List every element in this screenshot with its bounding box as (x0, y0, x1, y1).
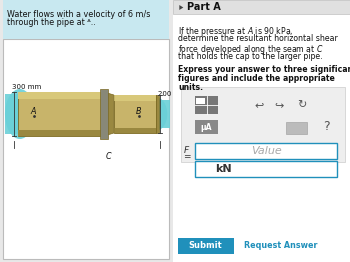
Bar (195, 161, 337, 177)
Bar (178, 238, 234, 254)
Text: 300 mm: 300 mm (12, 84, 41, 90)
Bar (148, 100, 170, 128)
Bar (181, 87, 345, 162)
Text: If the pressure at $\mathit{A}$ is 90 kPa,: If the pressure at $\mathit{A}$ is 90 kP… (178, 25, 294, 38)
Text: Part A: Part A (187, 3, 221, 13)
Text: determine the resultant horizontal shear: determine the resultant horizontal shear (178, 34, 338, 43)
Text: 200 mm: 200 mm (159, 91, 188, 97)
Bar (195, 96, 218, 114)
Bar (18, 92, 104, 99)
Text: C: C (106, 152, 112, 161)
Text: A: A (31, 107, 36, 117)
Text: Value: Value (251, 146, 281, 156)
Text: ↻: ↻ (297, 100, 306, 110)
Text: Water flows with a velocity of 6 m/s: Water flows with a velocity of 6 m/s (7, 10, 150, 19)
Text: $F$: $F$ (183, 144, 191, 155)
Bar (195, 120, 218, 134)
Bar (5, 94, 27, 134)
Text: Express your answer to three significant: Express your answer to three significant (178, 65, 350, 74)
Text: ?: ? (323, 121, 330, 134)
Bar (18, 92, 104, 136)
Polygon shape (179, 5, 183, 10)
Bar (196, 98, 204, 104)
Ellipse shape (5, 89, 35, 139)
Bar (286, 122, 307, 134)
Bar (3, 0, 169, 39)
Ellipse shape (146, 97, 167, 130)
Text: B: B (136, 107, 141, 117)
Text: Submit: Submit (189, 242, 223, 250)
Bar (18, 130, 104, 136)
Text: force developed along the seam at $\mathit{C}$: force developed along the seam at $\math… (178, 43, 324, 56)
Text: figures and include the appropriate: figures and include the appropriate (178, 74, 335, 83)
Polygon shape (104, 92, 114, 136)
Text: units.: units. (178, 83, 203, 92)
Text: ↪: ↪ (275, 100, 284, 110)
Bar (3, 39, 169, 259)
Bar (100, 89, 108, 139)
Bar (114, 95, 156, 101)
Text: kN: kN (216, 164, 232, 174)
Bar (114, 95, 156, 133)
Text: Request Answer: Request Answer (244, 242, 317, 250)
Bar (195, 143, 337, 159)
Bar (156, 95, 159, 133)
Text: μA: μA (201, 123, 212, 132)
Text: ↩: ↩ (254, 100, 264, 110)
Text: that holds the cap to the larger pipe.: that holds the cap to the larger pipe. (178, 52, 323, 61)
Text: =: = (183, 152, 191, 161)
Text: through the pipe at ᴬ..: through the pipe at ᴬ.. (7, 18, 96, 27)
Bar (173, 0, 350, 14)
Bar (114, 128, 156, 133)
